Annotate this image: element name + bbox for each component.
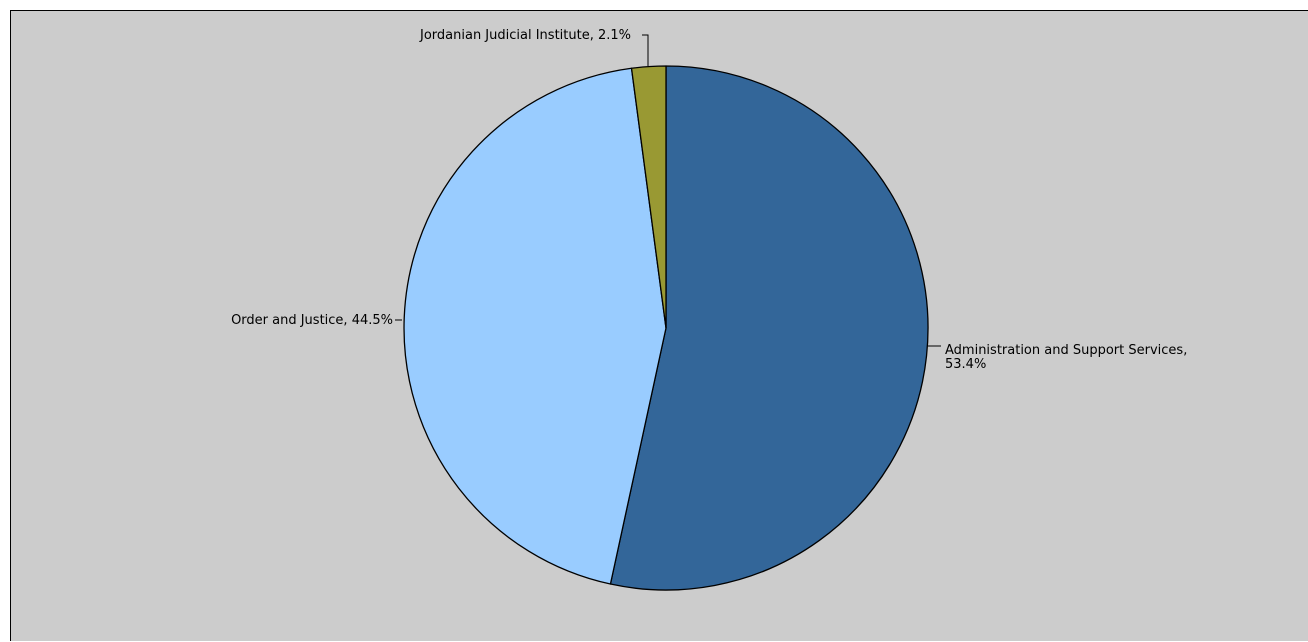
slices-layer — [403, 65, 929, 591]
leaders-layer — [395, 34, 941, 347]
chart-area: Administration and Support Services, 53.4… — [10, 10, 1308, 641]
slice-label-3: Jordanian Judicial Institute, 2.1% — [419, 28, 631, 43]
leader-line-3 — [642, 34, 649, 66]
labels-layer: Administration and Support Services,53.4… — [231, 28, 1187, 372]
pie-slice-order-and-justice — [403, 67, 667, 585]
pie-slice-administration-and-support-services — [609, 65, 929, 591]
pie-slice-jordanian-judicial-institute — [630, 65, 667, 329]
slice-label-1: Administration and Support Services, — [945, 343, 1187, 358]
slice-label-2: Order and Justice, 44.5% — [231, 313, 393, 328]
slice-label-1-line2: 53.4% — [945, 357, 986, 372]
pie-chart: Administration and Support Services,53.4… — [231, 28, 1187, 591]
